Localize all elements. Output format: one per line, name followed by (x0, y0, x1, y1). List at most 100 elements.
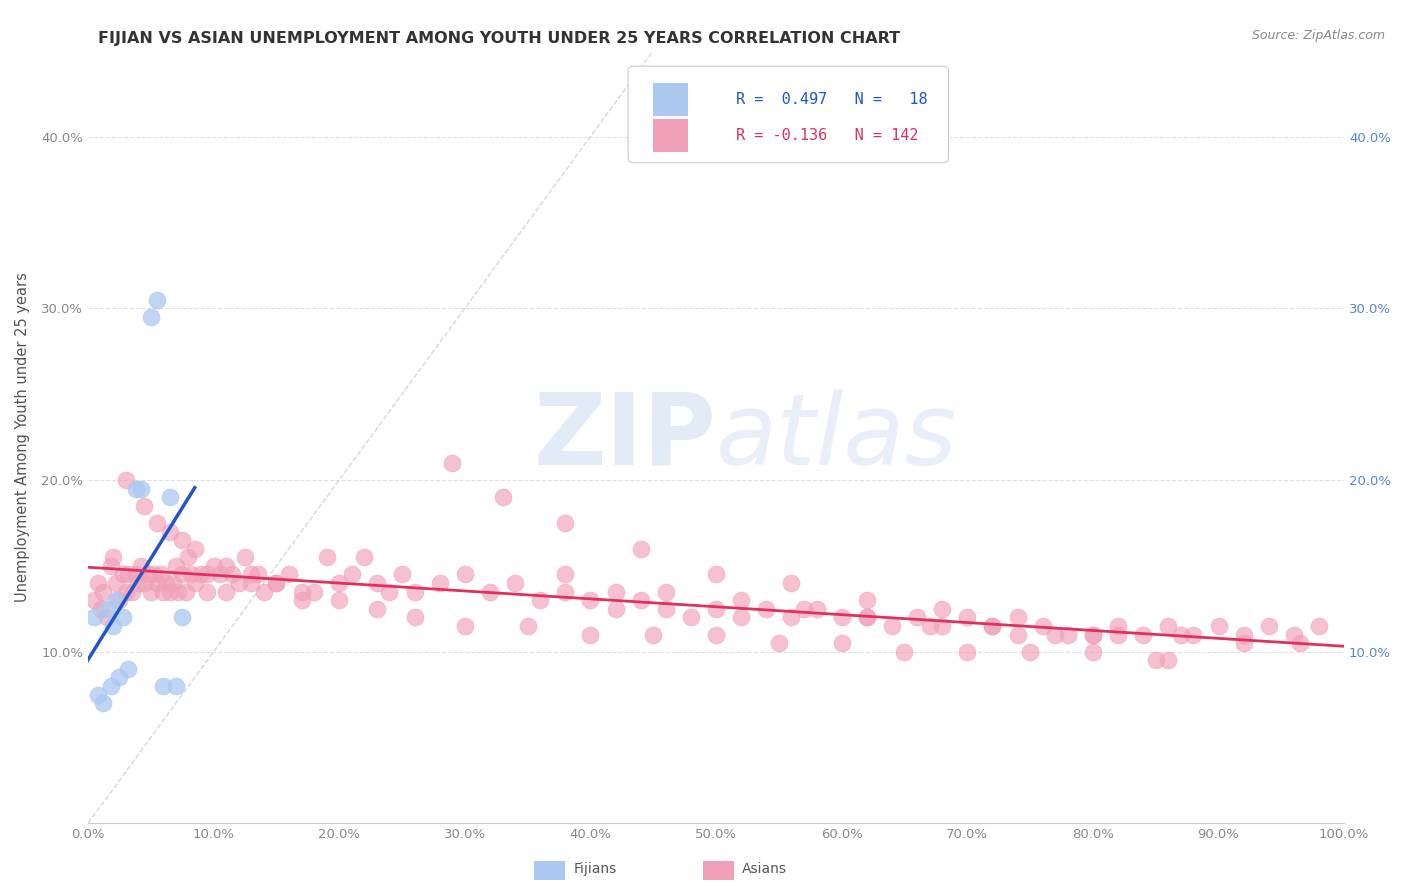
FancyBboxPatch shape (654, 120, 689, 152)
Asians (1107, 627, 1129, 641)
Text: Fijians: Fijians (574, 862, 617, 876)
Text: Asians: Asians (742, 862, 787, 876)
Fijians (108, 671, 131, 685)
Asians (165, 558, 187, 573)
Asians (134, 499, 156, 513)
Asians (630, 541, 652, 556)
Asians (529, 593, 551, 607)
Asians (353, 550, 375, 565)
Asians (174, 584, 197, 599)
Asians (134, 576, 156, 591)
Text: Source: ZipAtlas.com: Source: ZipAtlas.com (1251, 29, 1385, 42)
Asians (278, 567, 301, 582)
Asians (366, 576, 388, 591)
Fijians (91, 696, 114, 710)
Asians (172, 533, 194, 548)
Asians (630, 593, 652, 607)
Asians (831, 610, 853, 624)
Asians (104, 576, 127, 591)
Asians (136, 567, 159, 582)
Asians (87, 576, 110, 591)
Asians (855, 610, 877, 624)
Asians (202, 558, 225, 573)
Asians (855, 610, 877, 624)
Asians (108, 593, 131, 607)
Asians (184, 576, 207, 591)
Asians (1132, 627, 1154, 641)
Fijians (117, 662, 139, 676)
Asians (139, 584, 162, 599)
Asians (429, 576, 451, 591)
Asians (1157, 653, 1180, 667)
Asians (180, 567, 202, 582)
Asians (1081, 627, 1104, 641)
Asians (780, 576, 803, 591)
Asians (240, 576, 263, 591)
Asians (1081, 645, 1104, 659)
Asians (167, 584, 190, 599)
Asians (290, 593, 312, 607)
Asians (1007, 627, 1029, 641)
Asians (554, 584, 576, 599)
Asians (152, 584, 174, 599)
Fijians (152, 679, 174, 693)
Fijians (139, 310, 162, 324)
Asians (579, 593, 602, 607)
Asians (730, 593, 752, 607)
Fijians (112, 610, 135, 624)
Asians (768, 636, 790, 650)
Asians (340, 567, 363, 582)
Asians (159, 524, 181, 539)
Asians (195, 584, 218, 599)
Asians (905, 610, 928, 624)
Asians (253, 584, 276, 599)
Asians (981, 619, 1004, 633)
Asians (240, 567, 263, 582)
Asians (643, 627, 665, 641)
Asians (184, 541, 207, 556)
Asians (162, 576, 184, 591)
Asians (125, 567, 148, 582)
Asians (112, 567, 135, 582)
Asians (233, 550, 256, 565)
Asians (378, 584, 401, 599)
Asians (83, 593, 105, 607)
Asians (893, 645, 915, 659)
Asians (491, 490, 513, 504)
Text: ZIP: ZIP (533, 389, 716, 485)
Asians (679, 610, 702, 624)
Fijians (129, 482, 152, 496)
Fijians (101, 619, 124, 633)
Asians (1056, 627, 1078, 641)
Asians (1045, 627, 1067, 641)
Asians (1233, 636, 1256, 650)
Fijians (87, 688, 110, 702)
Text: R =  0.497   N =   18: R = 0.497 N = 18 (737, 92, 928, 107)
Asians (266, 576, 288, 591)
Fijians (159, 490, 181, 504)
Asians (478, 584, 501, 599)
Asians (155, 576, 177, 591)
Text: FIJIAN VS ASIAN UNEMPLOYMENT AMONG YOUTH UNDER 25 YEARS CORRELATION CHART: FIJIAN VS ASIAN UNEMPLOYMENT AMONG YOUTH… (98, 31, 901, 46)
Asians (328, 593, 350, 607)
Asians (554, 516, 576, 530)
Asians (780, 610, 803, 624)
Asians (918, 619, 941, 633)
Asians (172, 567, 194, 582)
Asians (290, 584, 312, 599)
Y-axis label: Unemployment Among Youth under 25 years: Unemployment Among Youth under 25 years (15, 272, 30, 602)
Fijians (100, 679, 122, 693)
Asians (159, 584, 181, 599)
Asians (142, 567, 165, 582)
Asians (730, 610, 752, 624)
Asians (855, 593, 877, 607)
Asians (195, 567, 218, 582)
Asians (503, 576, 526, 591)
Asians (96, 610, 118, 624)
Asians (1233, 627, 1256, 641)
Asians (127, 576, 149, 591)
Asians (315, 550, 337, 565)
Asians (215, 584, 238, 599)
Asians (1289, 636, 1312, 650)
Fijians (146, 293, 169, 307)
